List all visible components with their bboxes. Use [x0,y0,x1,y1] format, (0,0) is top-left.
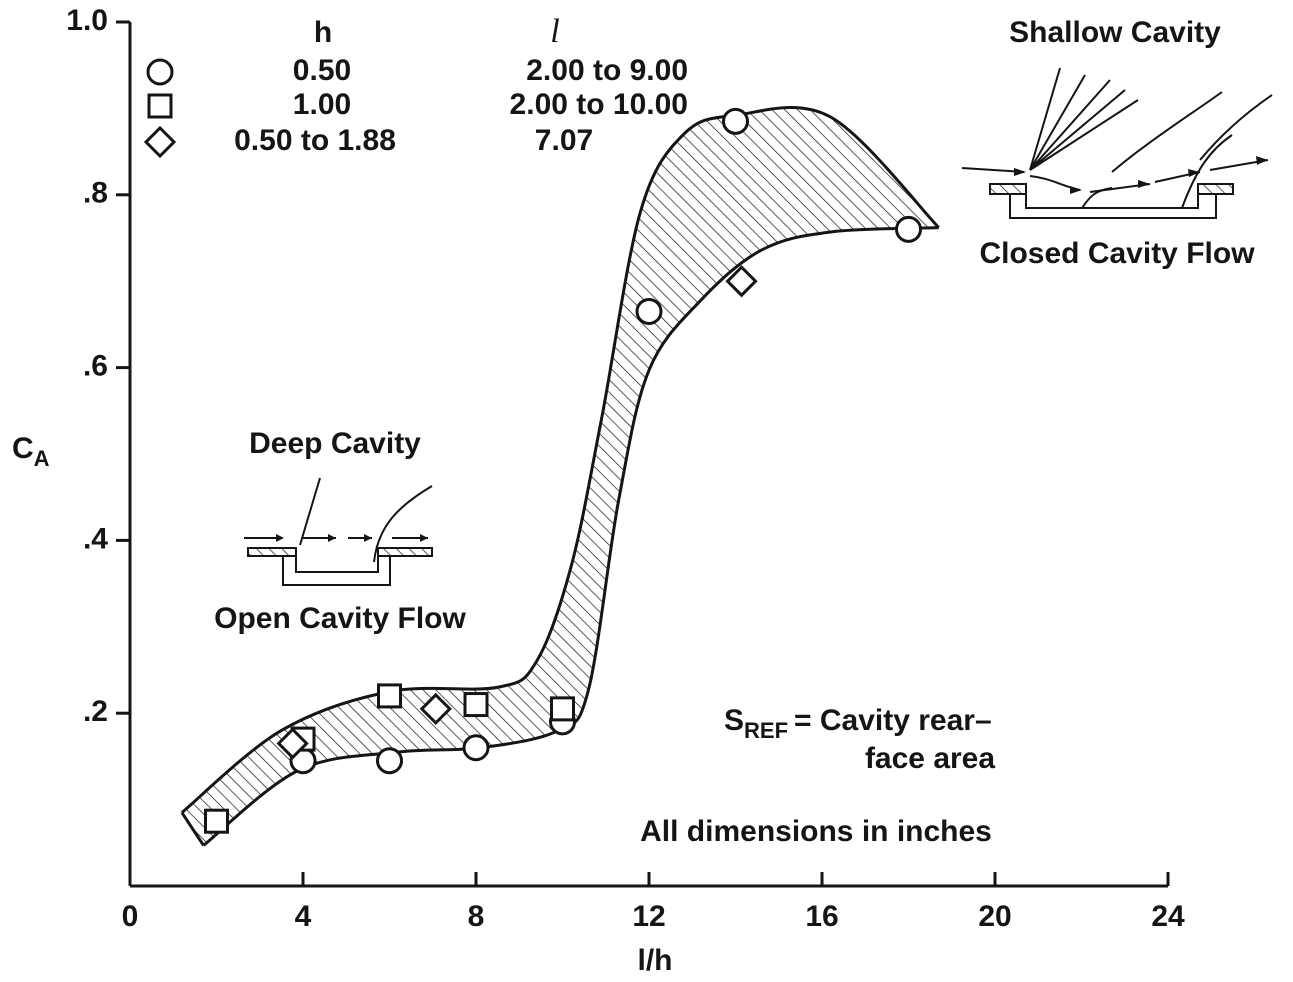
annotation: All dimensions in inches [640,815,992,848]
x-tick-label: 16 [805,900,838,933]
legend-h: 0.50 [293,54,351,87]
annotation: SREF = Cavity rear– [724,704,992,743]
marker-square [204,808,229,834]
y-tick-label: .2 [83,695,108,728]
annotation: Deep Cavity [249,427,421,460]
x-tick-label: 20 [978,900,1011,933]
band-edge [180,811,205,847]
band-upper [180,106,940,814]
marker-diamond [419,692,452,726]
sref-symbol: S [724,704,744,737]
y-tick-label: .6 [83,350,108,383]
legend-marker [147,93,173,119]
y-tick-label: .4 [83,522,108,555]
annotation: face area [865,742,995,775]
marker-square [463,692,489,718]
sref-text: = Cavity rear– [794,704,992,737]
band-lower [202,226,939,847]
x-tick-label: 24 [1151,900,1185,933]
x-tick-label: 12 [632,900,665,933]
x-tick-label: 8 [468,900,485,933]
marker-circle [462,734,490,762]
y-label-main: C [12,432,34,465]
x-tick-label: 4 [295,900,312,933]
y-tick-label: 1.0 [66,4,108,37]
marker-circle [376,747,403,775]
marker-circle [635,297,663,325]
legend-h: 1.00 [293,88,351,121]
annotation: Shallow Cavity [1009,16,1221,49]
shallow-cavity-sketch [961,67,1273,219]
marker-square [550,696,575,722]
marker-circle [895,215,922,243]
annotation: Closed Cavity Flow [979,237,1255,270]
sref-sub: REF [744,718,788,743]
deep-cavity-sketch [244,477,433,586]
x-tick-label: 0 [122,900,139,933]
legend-header: h [314,16,332,49]
legend-marker [146,58,174,86]
x-label: l/h [638,944,673,977]
legend-l: 2.00 to 9.00 [526,54,688,87]
y-tick-label: .8 [83,177,108,210]
legend-l: 2.00 to 10.00 [510,88,688,121]
legend-h: 0.50 to 1.88 [234,124,396,157]
annotation: Open Cavity Flow [214,602,466,635]
marker-diamond [725,265,758,298]
marker-circle [722,107,749,135]
legend-marker [143,125,177,159]
marker-diamond [276,727,309,760]
marker-square [377,683,402,709]
y-label-sub: A [34,446,50,471]
legend-header: l [550,13,559,50]
y-label: CA [12,432,50,471]
legend-l: 7.07 [535,124,593,157]
